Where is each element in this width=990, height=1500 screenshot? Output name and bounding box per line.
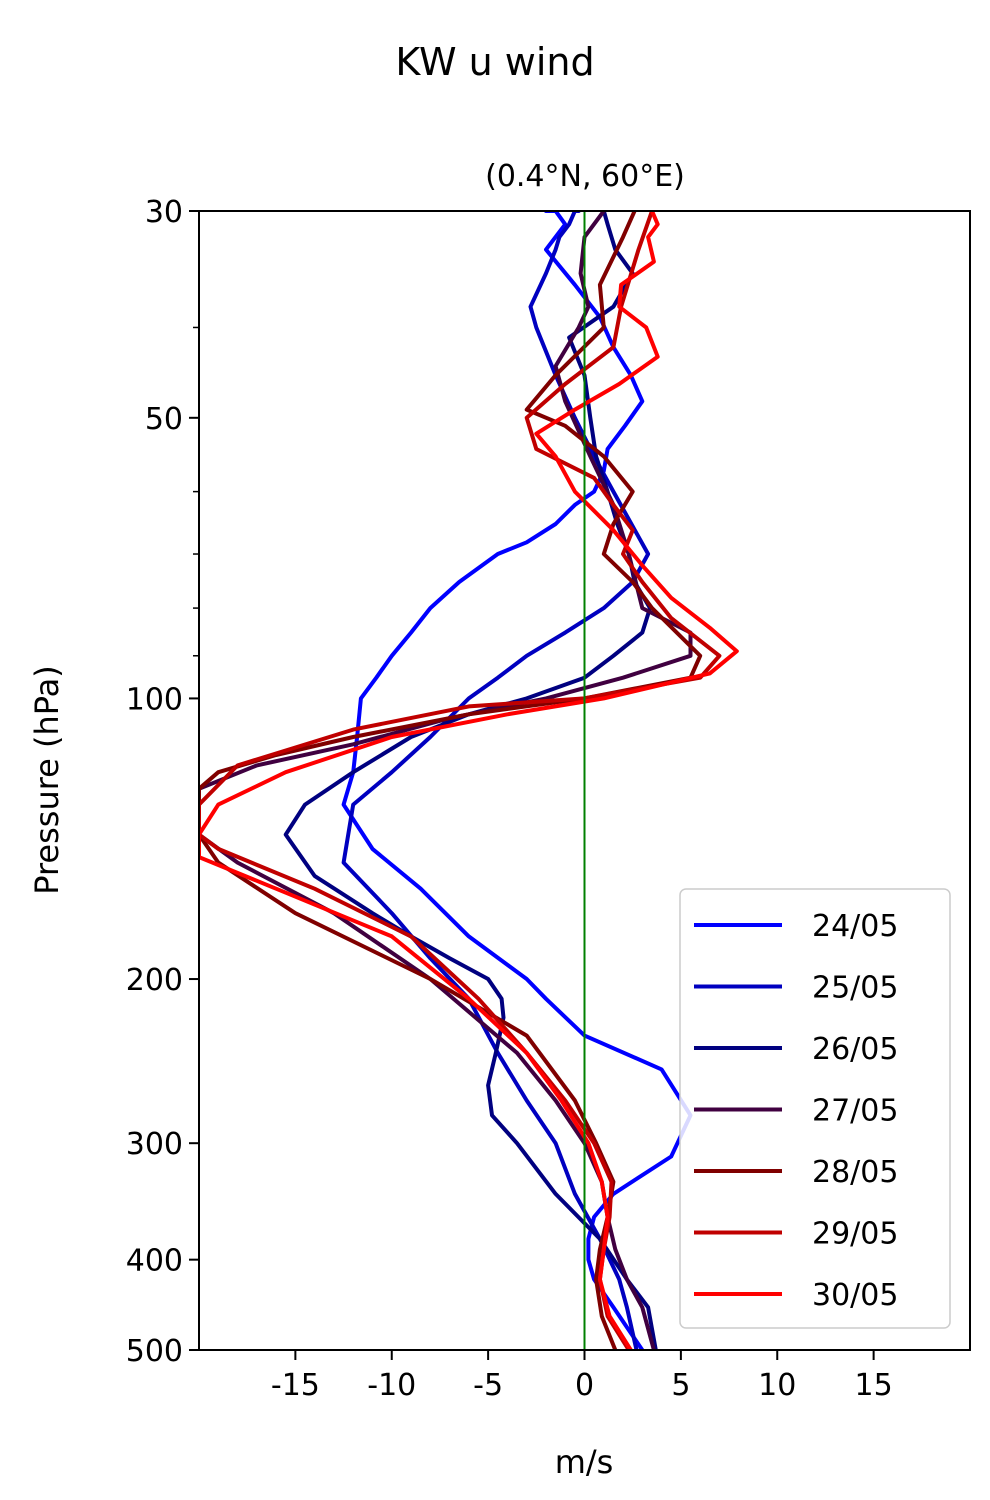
y-tick-label: 100 [126, 682, 183, 717]
series-line-2 [341, 211, 651, 1350]
legend-label: 25/05 [812, 971, 898, 1006]
y-tick-label: 30 [145, 195, 183, 230]
x-tick-label: 10 [758, 1368, 796, 1403]
x-tick-label: 15 [855, 1368, 893, 1403]
chart-subtitle: (0.4°N, 60°E) [485, 159, 685, 194]
x-axis-ticks: -15 -10 -5 0 5 10 15 [271, 1350, 893, 1403]
y-tick-label: 300 [126, 1127, 183, 1162]
plot-area [198, 210, 971, 1351]
series-line-1 [341, 211, 693, 1350]
legend: 24/05 25/05 26/05 27/05 28/05 29/05 30/05 [679, 888, 951, 1329]
x-tick-label: -15 [271, 1368, 320, 1403]
x-tick-label: 0 [575, 1368, 594, 1403]
y-axis-label: Pressure (hPa) [28, 665, 66, 895]
y-axis-ticks: 30 50 100 200 300 400 500 [126, 195, 199, 1369]
x-tick-label: -5 [473, 1368, 503, 1403]
x-tick-label: -10 [367, 1368, 416, 1403]
legend-frame [679, 888, 951, 1329]
legend-label: 27/05 [812, 1094, 898, 1129]
x-tick-label: 5 [671, 1368, 690, 1403]
y-tick-label: 500 [126, 1334, 183, 1369]
y-tick-label: 400 [126, 1244, 183, 1279]
legend-label: 28/05 [812, 1155, 898, 1190]
series-line-6 [199, 211, 722, 1350]
legend-label: 30/05 [812, 1278, 898, 1313]
legend-label: 24/05 [812, 909, 898, 944]
legend-label: 26/05 [812, 1032, 898, 1067]
series-line-3 [283, 211, 658, 1350]
y-tick-label: 200 [126, 963, 183, 998]
x-axis-label: m/s [555, 1443, 614, 1481]
legend-label: 29/05 [812, 1217, 898, 1252]
series-layer [199, 211, 739, 1350]
chart-title: KW u wind [395, 40, 594, 84]
y-tick-label: 50 [145, 402, 183, 437]
